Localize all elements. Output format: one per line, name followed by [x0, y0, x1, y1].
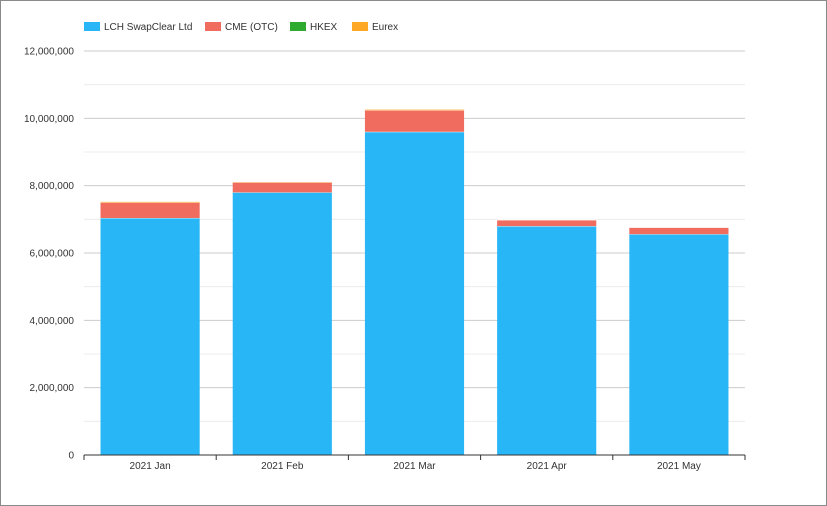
- legend-swatch: [84, 22, 100, 31]
- y-tick-label: 2,000,000: [30, 383, 75, 394]
- bar-segment: [364, 131, 465, 456]
- x-tick-label: 2021 May: [657, 461, 701, 472]
- bar-segment: [232, 182, 332, 193]
- bars: [100, 108, 729, 456]
- legend-label: Eurex: [372, 22, 398, 33]
- legend-label: LCH SwapClear Ltd: [104, 22, 192, 33]
- legend-swatch: [352, 22, 368, 31]
- bar-segment: [629, 234, 729, 455]
- x-tick-label: 2021 Jan: [130, 461, 171, 472]
- bar-segment: [497, 220, 597, 227]
- bar-segment: [497, 226, 597, 455]
- axes: 0 2,000,000 4,000,000 6,000,000 8,000,000 10,…: [24, 47, 746, 472]
- bar-segment: [364, 109, 465, 111]
- x-tick-label: 2021 Feb: [261, 461, 304, 472]
- bar-segment: [232, 192, 332, 455]
- bar-segment: [364, 110, 465, 132]
- y-tick-label: 4,000,000: [30, 316, 75, 327]
- legend-swatch: [290, 22, 306, 31]
- legend-swatch: [205, 22, 221, 31]
- y-tick-label: 12,000,000: [24, 47, 74, 58]
- bar-segment: [100, 201, 200, 203]
- bar-segment: [100, 217, 200, 455]
- y-tick-label: 8,000,000: [30, 181, 75, 192]
- x-tick-label: 2021 Mar: [393, 461, 436, 472]
- y-tick-label: 10,000,000: [24, 114, 74, 125]
- y-tick-label: 0: [68, 451, 74, 462]
- legend-label: HKEX: [310, 22, 338, 33]
- x-tick-label: 2021 Apr: [527, 461, 568, 472]
- legend-label: CME (OTC): [225, 22, 278, 33]
- bar-segment: [629, 227, 729, 235]
- y-tick-label: 6,000,000: [30, 249, 75, 260]
- bar-segment: [100, 202, 200, 218]
- legend: LCH SwapClear Ltd CME (OTC) HKEX Eurex: [84, 22, 398, 33]
